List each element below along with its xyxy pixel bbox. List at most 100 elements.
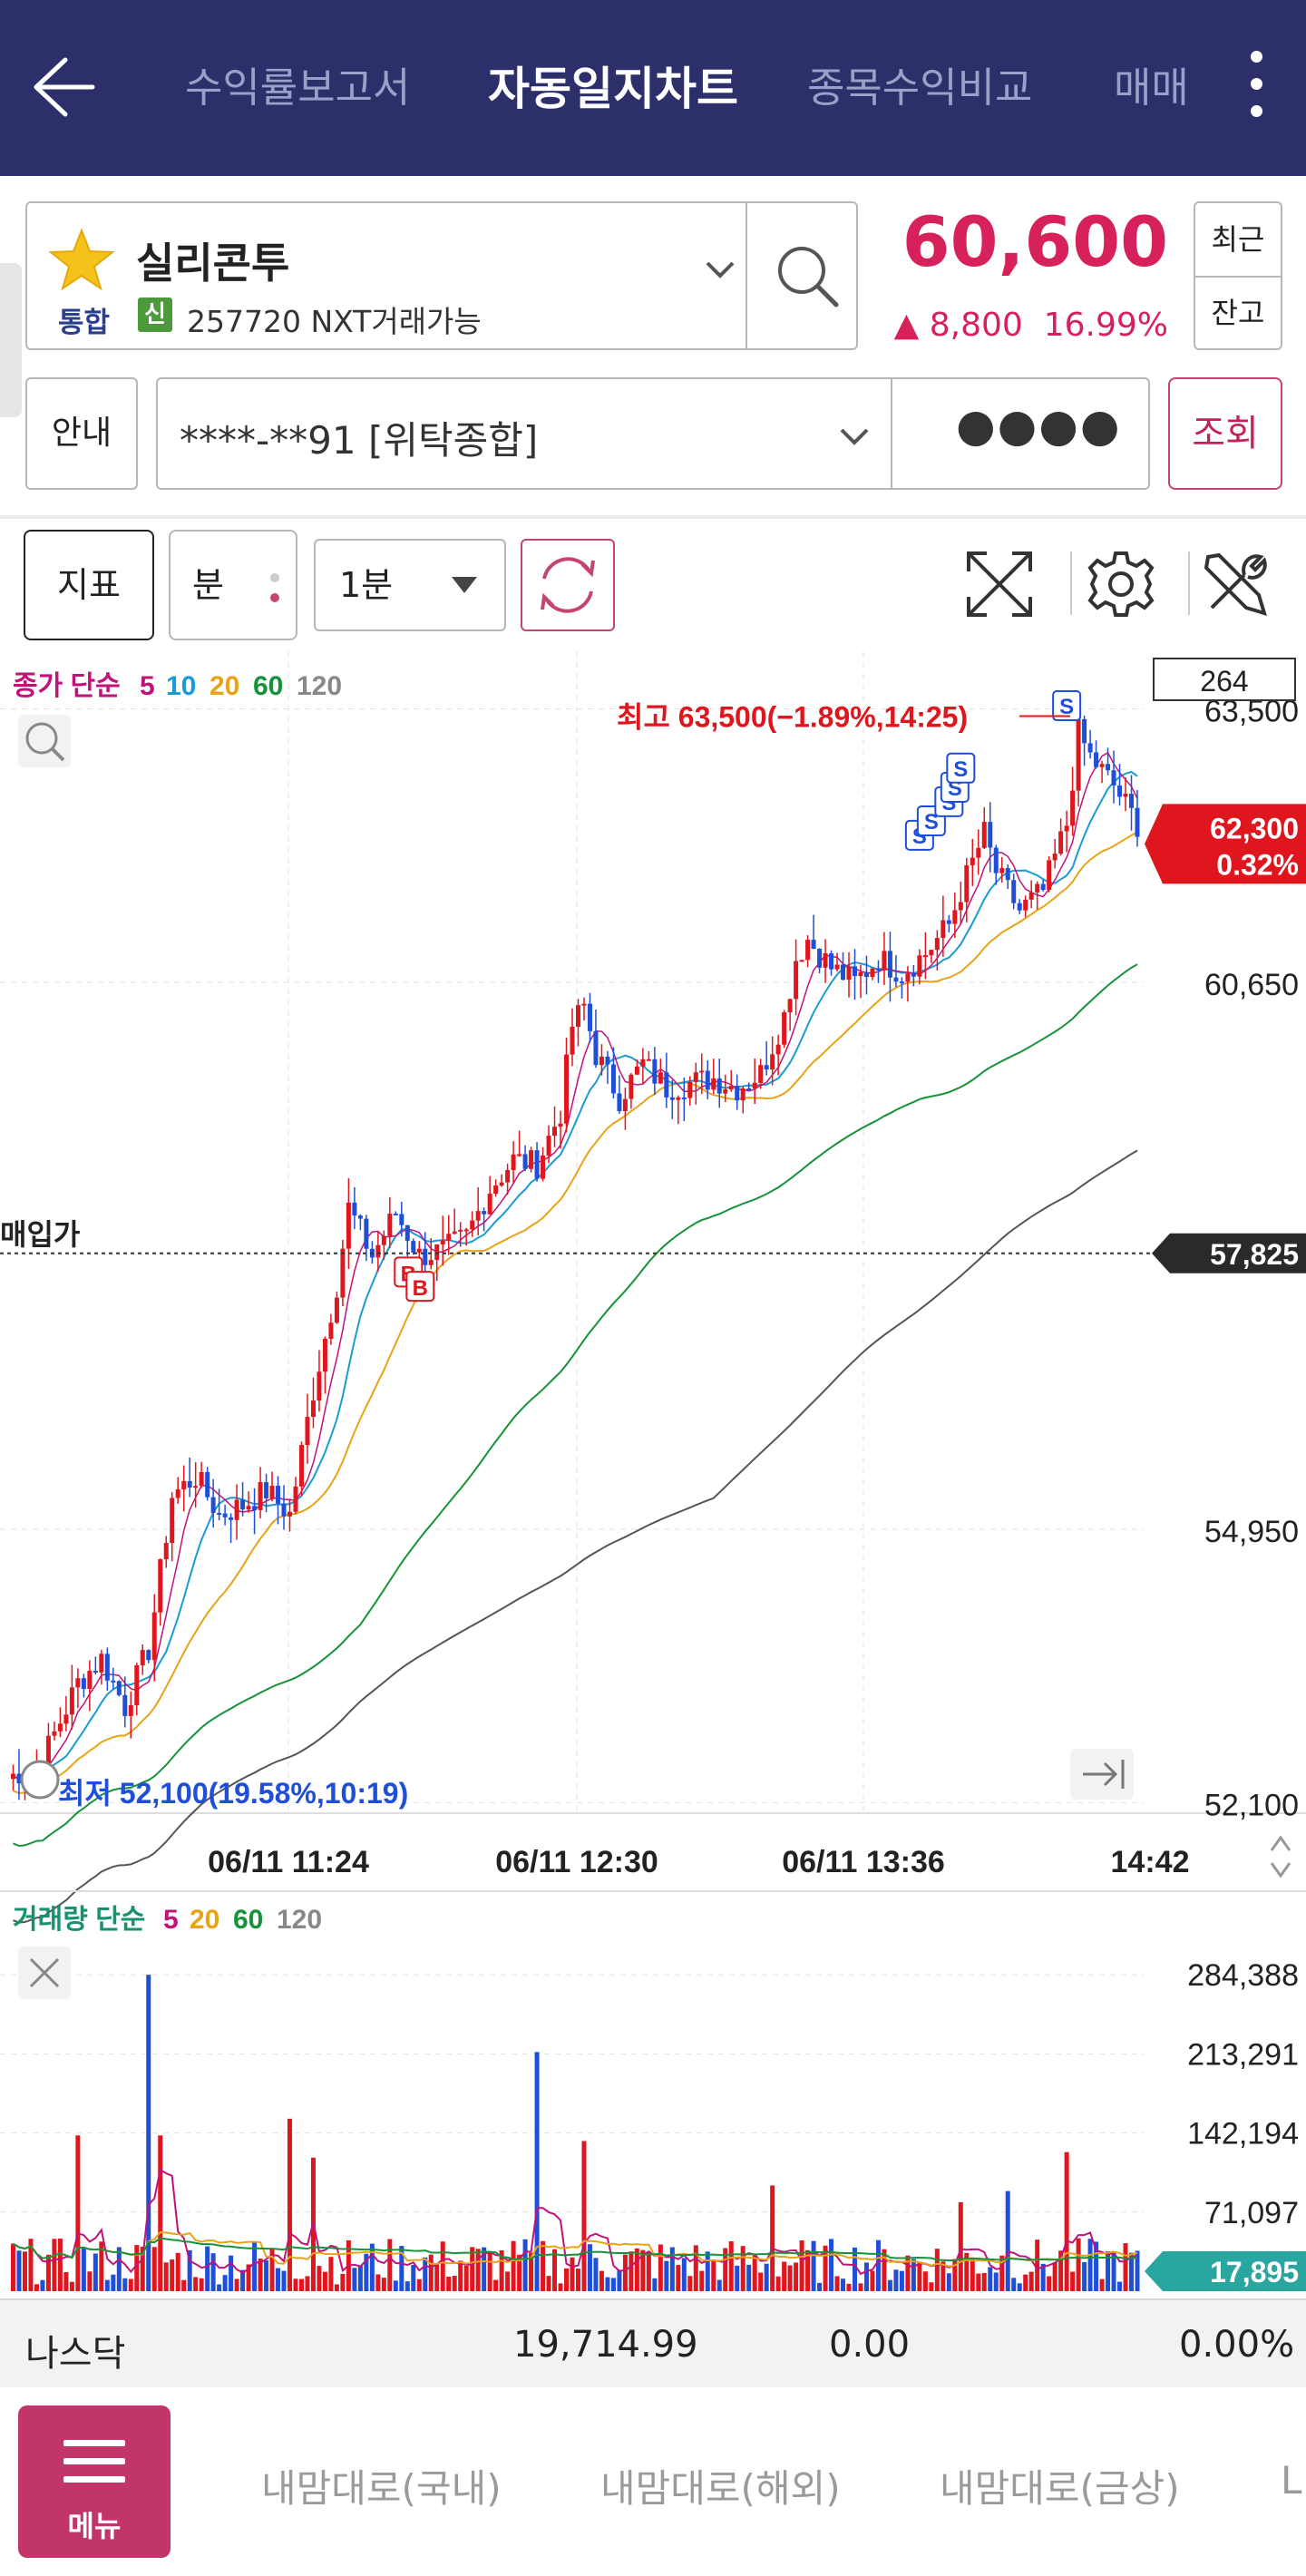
nav-custom-futures[interactable]: 내맘대로(금상)	[940, 2466, 1180, 2511]
period-dropdown[interactable]: 1분	[314, 539, 506, 631]
fullscreen-icon[interactable]	[963, 548, 1036, 620]
recent-button[interactable]: 최근	[1194, 201, 1282, 276]
chevron-down-icon[interactable]	[700, 249, 740, 288]
price-chart[interactable]: BBSSSSSS 284,388213,291142,19471,097거래량 …	[0, 651, 1306, 2298]
candle-body	[1017, 903, 1022, 911]
index-ticker-bar[interactable]: 나스닥 19,714.99 0.00 0.00%	[0, 2298, 1306, 2387]
buy-marker-label: B	[413, 1276, 428, 1301]
volume-bar	[875, 2239, 881, 2291]
tab-trade[interactable]: 매매	[1114, 63, 1189, 112]
index-percent: 0.00%	[1179, 2324, 1295, 2366]
candle-body	[699, 1070, 705, 1073]
back-arrow-icon[interactable]	[25, 44, 98, 131]
volume-bar	[622, 2254, 628, 2291]
candle-body	[128, 1705, 133, 1716]
volume-bar	[858, 2283, 863, 2291]
stock-selector[interactable]: 실리콘투 통합 신 257720 NXT거래가능	[25, 201, 858, 350]
volume-bar	[1117, 2281, 1123, 2291]
volume-bar	[711, 2259, 716, 2291]
volume-bar	[1111, 2252, 1116, 2291]
chevron-down-icon[interactable]	[834, 415, 874, 455]
volume-bar	[823, 2245, 828, 2291]
more-menu-icon[interactable]	[1243, 51, 1270, 127]
volume-bar	[293, 2278, 298, 2291]
volume-bar	[1135, 2250, 1140, 2291]
nav-custom-domestic[interactable]: 내맘대로(국내)	[261, 2466, 502, 2511]
candle-body	[770, 1054, 775, 1070]
indicator-button[interactable]: 지표	[24, 530, 154, 640]
volume-bar	[811, 2240, 816, 2291]
candle-body	[758, 1065, 764, 1083]
tab-auto-journal-chart[interactable]: 자동일지차트	[488, 63, 738, 115]
volume-bar	[134, 2245, 140, 2291]
menu-button[interactable]: 메뉴	[18, 2405, 171, 2558]
side-drawer-handle[interactable]	[0, 263, 22, 417]
nav-custom-overseas[interactable]: 내맘대로(해외)	[600, 2466, 841, 2511]
gear-icon[interactable]	[1085, 548, 1157, 620]
query-button[interactable]: 조회	[1168, 377, 1282, 490]
volume-axis-tick: 142,194	[1187, 2117, 1299, 2152]
zoom-in-icon	[51, 747, 65, 762]
volume-bar	[834, 2276, 840, 2291]
account-selector[interactable]: ****-**91 [위탁종합] ●●●●	[156, 377, 1150, 490]
candle-body	[929, 950, 934, 956]
ma-20-line	[13, 831, 1138, 1794]
nav-more-link[interactable]: L	[1281, 2458, 1302, 2503]
candle-body	[646, 1059, 651, 1061]
candle-body	[746, 1088, 752, 1090]
time-axis-tick: 06/11 11:24	[208, 1845, 369, 1879]
toolbar-divider	[1188, 551, 1190, 615]
volume-bar	[99, 2241, 104, 2291]
candle-body	[922, 955, 928, 958]
volume-bar	[899, 2270, 904, 2291]
candle-body	[517, 1154, 522, 1156]
volume-bar	[517, 2254, 522, 2291]
volume-bar	[882, 2249, 887, 2291]
volume-bar	[75, 2135, 81, 2291]
tools-icon[interactable]	[1199, 548, 1272, 620]
candle-body	[116, 1681, 122, 1695]
candle-body	[1094, 752, 1099, 767]
volume-bar	[1035, 2239, 1040, 2291]
balance-button[interactable]: 잔고	[1194, 276, 1282, 350]
guide-button[interactable]: 안내	[25, 377, 138, 490]
candle-body	[911, 973, 916, 977]
candle-body	[823, 953, 828, 968]
candle-body	[863, 971, 869, 978]
volume-bar	[146, 1975, 151, 2291]
candle-body	[610, 1064, 616, 1094]
candle-body	[293, 1486, 298, 1512]
refresh-button[interactable]	[521, 539, 615, 631]
favorite-star-icon[interactable]	[47, 227, 116, 292]
volume-bar	[705, 2251, 710, 2291]
candle-body	[999, 868, 1005, 873]
candle-body	[1040, 883, 1046, 891]
candle-body	[346, 1202, 351, 1249]
candle-body	[728, 1086, 734, 1090]
volume-bar	[252, 2242, 258, 2291]
volume-bar	[581, 2141, 587, 2291]
tab-stock-return-compare[interactable]: 종목수익비교	[807, 63, 1033, 112]
volume-bar	[929, 2282, 934, 2291]
candle-body	[693, 1072, 698, 1082]
volume-bar	[52, 2239, 57, 2291]
tab-return-report[interactable]: 수익률보고서	[185, 63, 411, 112]
price-change: ▲ 8,800 16.99%	[880, 307, 1168, 344]
search-icon[interactable]	[771, 239, 845, 314]
zoom-in-icon	[25, 722, 58, 755]
candle-body	[199, 1471, 204, 1487]
password-field[interactable]: ●●●●	[956, 399, 1122, 452]
ma-60-line	[13, 963, 1138, 1848]
volume-bar	[911, 2259, 916, 2291]
volume-bar	[170, 2259, 175, 2291]
volume-bar	[922, 2271, 928, 2291]
time-unit-button[interactable]: 분	[169, 530, 297, 640]
candle-body	[458, 1229, 463, 1232]
volume-bar	[853, 2247, 857, 2291]
volume-bar	[22, 2251, 27, 2291]
candle-body	[52, 1731, 57, 1736]
volume-bar	[529, 2252, 534, 2291]
ma-5-line	[13, 751, 1138, 1780]
volume-bar	[45, 2254, 51, 2291]
